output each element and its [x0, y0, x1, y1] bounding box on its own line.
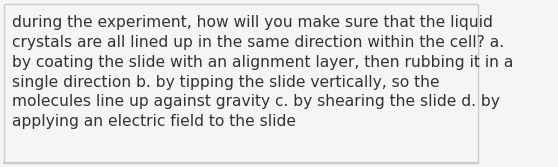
FancyBboxPatch shape [4, 4, 478, 163]
Text: during the experiment, how will you make sure that the liquid
crystals are all l: during the experiment, how will you make… [12, 15, 513, 129]
